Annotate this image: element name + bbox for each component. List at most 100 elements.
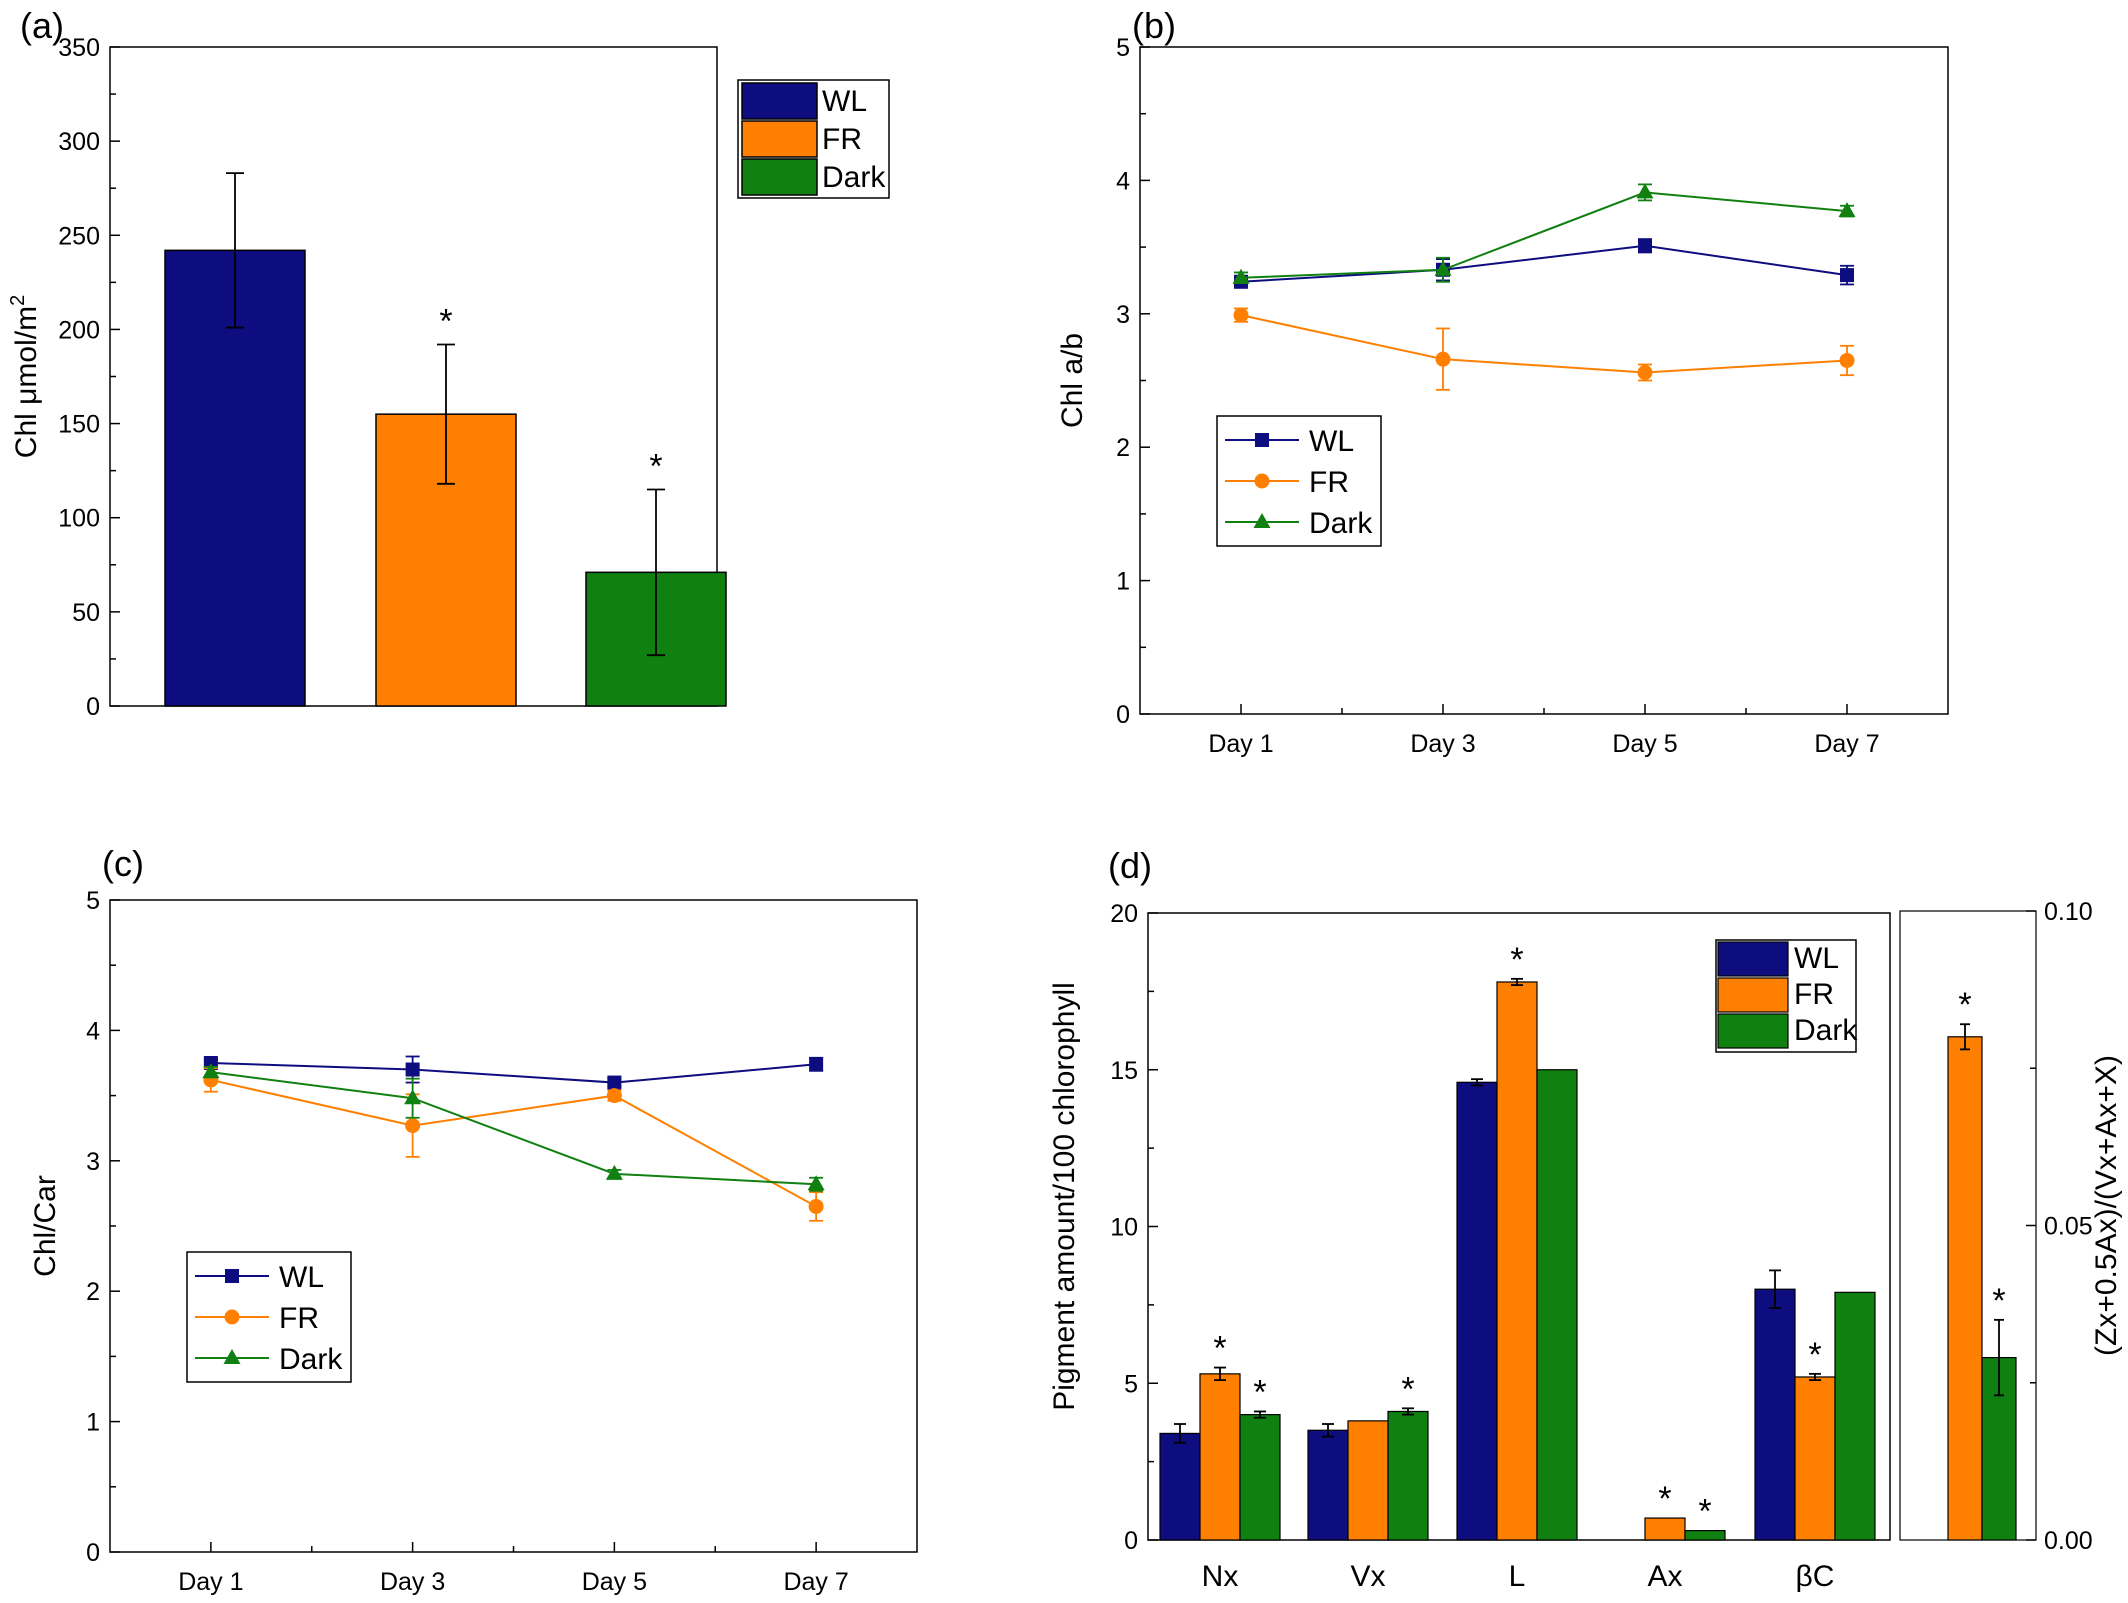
series-line-dark	[210, 1071, 817, 1186]
panel-label: (d)	[1108, 845, 1152, 886]
y-axis-tick-label: 2	[86, 1278, 100, 1306]
data-point-fr	[1435, 351, 1451, 367]
inset-bar-fr	[1947, 1036, 1983, 1541]
y-axis-tick-label: 2	[1116, 434, 1130, 462]
y-axis-tick-label: 350	[58, 34, 100, 62]
panel-d-chart: (d) 0 5 10 15 20 Pigment amount/100 chlorophyl…	[1048, 845, 2123, 1593]
x-axis-tick-label: Day 3	[1410, 730, 1475, 758]
x-axis-category-label: Ax	[1647, 1560, 1682, 1593]
x-axis-category-label: Vx	[1350, 1560, 1385, 1593]
y-axis-tick-label: 1	[1116, 568, 1130, 596]
x-axis-tick-label: Day 7	[783, 1568, 848, 1596]
panel-a-chart: (a) 0 50 100 150 200 250 300 350 Chl μmol/m2 * * WL F…	[7, 5, 890, 721]
bar-dark	[1387, 1410, 1429, 1541]
y-axis-tick-label: 5	[1124, 1370, 1138, 1398]
panel-label: (b)	[1132, 5, 1176, 46]
y-axis-tick-label: 3	[1116, 301, 1130, 329]
legend-swatch-wl	[741, 82, 818, 120]
series-line-dark	[1240, 191, 1848, 279]
series-line-fr	[1240, 314, 1848, 374]
legend-label-dark: Dark	[1794, 1014, 1858, 1047]
bar-fr	[1794, 1376, 1836, 1541]
y-axis-tick-label: 150	[58, 411, 100, 439]
data-point-fr	[808, 1198, 824, 1214]
data-point-dark	[605, 1164, 623, 1180]
x-axis-category-label: L	[1509, 1560, 1526, 1593]
legend-swatch-fr	[1717, 977, 1789, 1013]
legend-marker-dark	[223, 1349, 241, 1364]
bar-fr	[1644, 1517, 1686, 1541]
legend-marker-fr	[1254, 473, 1270, 489]
y-axis-tick-label: 300	[58, 128, 100, 156]
y-axis-tick-label: 15	[1110, 1057, 1138, 1085]
y-axis-tick-label: 100	[58, 505, 100, 533]
legend-swatch-dark	[1717, 1013, 1789, 1049]
data-point-dark	[404, 1089, 422, 1105]
bar-wl	[1307, 1429, 1349, 1541]
y-axis-tick-label: 250	[58, 222, 100, 250]
bar-fr	[1347, 1420, 1389, 1541]
data-point-wl	[607, 1075, 622, 1090]
data-point-dark	[1636, 183, 1654, 199]
x-axis-tick-label: Day 1	[178, 1568, 243, 1596]
data-point-wl	[1840, 268, 1854, 283]
significance-mark: *	[1808, 1336, 1821, 1374]
panel-label: (a)	[20, 5, 64, 46]
y-axis-tick-label: 0	[1124, 1527, 1138, 1555]
significance-mark: *	[1213, 1330, 1226, 1368]
y-axis-tick-label: 50	[72, 599, 100, 627]
legend-label-wl: WL	[1309, 425, 1354, 458]
data-point-wl	[405, 1062, 420, 1077]
y-axis-label: Chl a/b	[1056, 333, 1089, 428]
bar-dark	[1239, 1413, 1281, 1541]
y-axis-tick-label: 4	[1116, 167, 1130, 195]
data-point-dark	[1434, 260, 1452, 276]
bar-dark	[1536, 1069, 1578, 1541]
inset-significance-mark: *	[1992, 1282, 2005, 1320]
y-axis-tick-label: 0	[86, 1539, 100, 1567]
panel-b-chart: (b) 0 1 2 3 4 5 Chl a/b Day 1 Day 3 Day 5 Day 7 WL FR…	[1056, 5, 1949, 758]
significance-mark: *	[1510, 941, 1523, 979]
series-line-wl	[1240, 244, 1848, 283]
legend-label-fr: FR	[822, 123, 862, 156]
bar-dark	[1834, 1291, 1876, 1541]
data-point-dark	[202, 1063, 220, 1079]
x-axis-category-label: Nx	[1202, 1560, 1239, 1593]
significance-mark: *	[439, 302, 452, 340]
significance-mark: *	[1658, 1480, 1671, 1518]
x-axis-tick-label: Day 5	[582, 1568, 647, 1596]
legend-label-dark: Dark	[279, 1343, 343, 1376]
inset-y-tick-label: 0.00	[2044, 1527, 2093, 1555]
data-point-wl	[809, 1057, 824, 1072]
y-axis-tick-label: 0	[86, 693, 100, 721]
inset-y-tick-label: 0.10	[2044, 898, 2093, 926]
significance-mark: *	[649, 447, 662, 485]
data-point-dark	[1232, 268, 1250, 284]
y-axis-label: Chl/Car	[29, 1175, 62, 1277]
x-axis-tick-label: Day 1	[1208, 730, 1273, 758]
y-axis-tick-label: 4	[86, 1017, 100, 1045]
y-axis-label-superscript: 2	[7, 295, 29, 306]
data-point-fr	[606, 1088, 622, 1104]
inset-y-tick-label: 0.05	[2044, 1213, 2093, 1241]
y-axis-tick-label: 5	[1116, 34, 1130, 62]
panel-label: (c)	[102, 843, 144, 884]
bar-wl	[1159, 1432, 1201, 1541]
legend-label-wl: WL	[1794, 942, 1839, 975]
legend: WL FR Dark	[1216, 415, 1382, 547]
legend-label-fr: FR	[1309, 466, 1349, 499]
legend-swatch-wl	[1717, 941, 1789, 977]
y-axis-label: Pigment amount/100 chlorophyll	[1048, 982, 1081, 1411]
y-axis-label: Chl μmol/m2	[7, 295, 43, 458]
y-axis-tick-label: 200	[58, 316, 100, 344]
legend-label-wl: WL	[822, 85, 867, 118]
x-axis-category-label: βC	[1796, 1560, 1835, 1593]
panel-c-chart: (c) 0 1 2 3 4 5 Chl/Car Day 1 Day 3 Day 5 Day 7 WL FR…	[29, 843, 918, 1596]
series-line-wl	[210, 1062, 817, 1084]
bar-wl	[1754, 1288, 1796, 1541]
legend-label-wl: WL	[279, 1261, 324, 1294]
legend-label-dark: Dark	[822, 161, 886, 194]
legend-label-dark: Dark	[1309, 507, 1373, 540]
legend-marker-wl	[1255, 433, 1269, 447]
